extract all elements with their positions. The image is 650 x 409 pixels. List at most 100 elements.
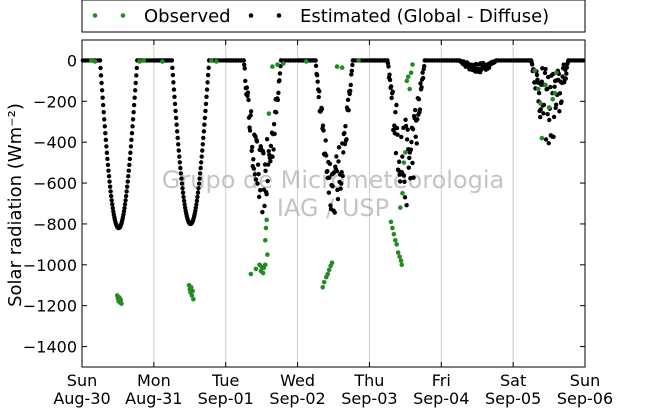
estimated-point <box>547 117 552 123</box>
estimated-point <box>124 184 130 189</box>
estimated-point <box>224 58 229 63</box>
observed-point <box>397 254 402 259</box>
x-tick-label-date: Sep-01 <box>198 389 254 408</box>
observed-point <box>329 260 335 266</box>
x-tick-label-date: Sep-06 <box>557 389 613 408</box>
estimated-point <box>387 77 393 83</box>
estimated-point <box>182 202 187 207</box>
estimated-point <box>173 115 179 121</box>
y-tick-label: −1200 <box>23 297 77 316</box>
estimated-point <box>401 173 407 178</box>
estimated-point <box>551 114 557 120</box>
estimated-point <box>125 179 130 184</box>
axes-frame <box>81 39 586 368</box>
estimated-point <box>368 58 373 63</box>
observed-point <box>119 301 124 306</box>
observed-point <box>188 284 194 290</box>
estimated-point <box>403 123 409 129</box>
observed-point <box>408 70 414 75</box>
estimated-point <box>386 64 391 69</box>
estimated-point <box>277 78 282 83</box>
estimated-point <box>198 160 204 165</box>
estimated-point <box>325 169 330 174</box>
estimated-point <box>404 137 410 142</box>
estimated-point <box>394 102 399 108</box>
estimated-point <box>105 156 110 162</box>
estimated-point <box>412 107 418 113</box>
estimated-point <box>131 110 136 115</box>
estimated-point <box>132 88 138 93</box>
estimated-point <box>258 188 263 193</box>
observed-point <box>280 61 286 66</box>
estimated-point <box>170 72 176 78</box>
estimated-point <box>400 154 405 159</box>
estimated-point <box>170 65 175 70</box>
estimated-point <box>265 178 270 184</box>
estimated-point <box>251 157 256 162</box>
estimated-point <box>201 129 207 134</box>
estimated-point <box>420 70 425 75</box>
x-tick-label-date: Sep-03 <box>341 389 397 408</box>
estimated-point <box>389 95 394 101</box>
estimated-point <box>276 90 281 95</box>
estimated-point <box>317 89 322 94</box>
legend: Observed Estimated (Global - Diffuse) <box>81 0 586 33</box>
estimated-point <box>243 78 248 84</box>
estimated-point <box>134 73 139 78</box>
estimated-point <box>410 160 415 166</box>
estimated-point <box>256 194 262 200</box>
estimated-point <box>557 91 563 96</box>
estimated-point <box>247 128 253 133</box>
observed-point <box>137 59 142 64</box>
estimated-point <box>103 130 108 136</box>
observed-point <box>209 58 214 63</box>
estimated-point <box>338 181 344 186</box>
estimated-point <box>321 128 326 133</box>
estimated-point <box>345 97 351 103</box>
estimated-point <box>132 95 137 100</box>
estimated-point <box>393 109 398 115</box>
observed-point <box>189 293 195 298</box>
estimated-point <box>254 139 260 144</box>
estimated-point <box>253 177 259 182</box>
estimated-point <box>511 58 517 63</box>
estimated-point <box>338 186 343 191</box>
observed-point <box>553 70 559 75</box>
estimated-point <box>193 205 199 210</box>
legend-marker-estimated <box>248 13 282 18</box>
estimated-point <box>242 66 247 71</box>
x-tick-label-day: Sun <box>67 371 97 390</box>
estimated-point <box>244 85 250 90</box>
estimated-point <box>253 134 258 139</box>
estimated-point <box>206 65 211 70</box>
observed-point <box>538 101 543 106</box>
estimated-point <box>200 148 205 153</box>
estimated-point <box>133 80 138 86</box>
estimated-point <box>342 141 348 147</box>
estimated-point <box>175 135 180 141</box>
estimated-point <box>266 162 271 167</box>
estimated-point <box>255 162 261 167</box>
estimated-point <box>324 153 329 158</box>
estimated-point <box>245 93 250 99</box>
estimated-point <box>561 62 566 67</box>
x-tick-label-date: Aug-30 <box>53 389 110 408</box>
estimated-point <box>203 101 209 107</box>
y-tick-label: −600 <box>33 174 77 193</box>
estimated-point <box>204 94 209 100</box>
estimated-point <box>245 90 251 95</box>
estimated-point <box>544 86 550 92</box>
estimated-point <box>546 141 551 146</box>
estimated-point <box>534 72 540 78</box>
estimated-point <box>255 181 260 186</box>
estimated-point <box>134 65 139 71</box>
estimated-point <box>271 121 277 127</box>
x-tick-label-date: Sep-04 <box>413 389 469 408</box>
estimated-point <box>414 141 419 146</box>
estimated-point <box>177 160 183 165</box>
estimated-point <box>543 66 548 72</box>
observed-point <box>535 86 541 92</box>
estimated-point <box>127 156 133 162</box>
estimated-point <box>152 58 157 63</box>
estimated-point <box>529 62 535 67</box>
